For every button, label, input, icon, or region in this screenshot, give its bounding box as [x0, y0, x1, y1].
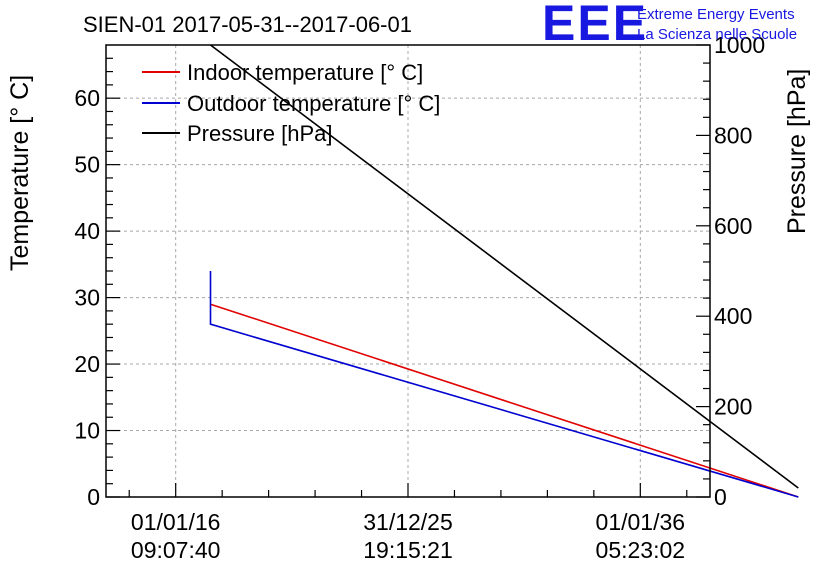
x-tick-date-label: 01/01/16: [131, 509, 221, 535]
y-right-tick-label: 400: [714, 303, 752, 329]
chart-title: SIEN-01 2017-05-31--2017-06-01: [83, 12, 412, 37]
series-line-1: [209, 271, 799, 498]
logo-line2: La Scienza nelle Scuole: [637, 26, 797, 43]
legend: Indoor temperature [° C] Outdoor tempera…: [142, 60, 440, 146]
axis-ticks: [106, 44, 710, 498]
y-right-tick-label: 800: [714, 122, 752, 148]
x-tick-date-label: 31/12/25: [363, 509, 453, 535]
y-right-tick-label: 0: [714, 484, 727, 510]
y-left-tick-label: 40: [74, 218, 100, 244]
legend-label-pressure: Pressure [hPa]: [187, 121, 333, 146]
y-left-tick-label: 20: [74, 351, 100, 377]
x-tick-time-label: 09:07:40: [131, 537, 221, 563]
y-left-tick-label: 30: [74, 285, 100, 311]
y-left-tick-label: 0: [87, 484, 100, 510]
x-tick-time-label: 19:15:21: [363, 537, 453, 563]
grid-lines: [106, 45, 710, 497]
y-left-tick-label: 50: [74, 152, 100, 178]
series-layer: [209, 44, 799, 498]
series-line-0: [210, 303, 799, 498]
eee-logo: EEE Extreme Energy Events La Scienza nel…: [542, 0, 797, 51]
y-right-tick-label: 1000: [714, 32, 765, 58]
legend-label-outdoor: Outdoor temperature [° C]: [187, 91, 440, 116]
y-left-tick-label: 10: [74, 418, 100, 444]
series-line-2: [210, 44, 799, 489]
x-tick-time-label: 05:23:02: [596, 537, 686, 563]
logo-line1: Extreme Energy Events: [637, 6, 795, 23]
y-right-tick-label: 600: [714, 213, 752, 239]
y-right-tick-label: 200: [714, 394, 752, 420]
logo-mark: EEE: [542, 0, 648, 51]
y-left-tick-label: 60: [74, 85, 100, 111]
legend-label-indoor: Indoor temperature [° C]: [187, 60, 423, 85]
tick-labels: 01020304050600200400600800100001/01/1609…: [74, 32, 765, 563]
y-axis-label-right: Pressure [hPa]: [783, 69, 811, 234]
y-axis-label-left: Temperature [° C]: [6, 75, 34, 271]
x-tick-date-label: 01/01/36: [596, 509, 686, 535]
